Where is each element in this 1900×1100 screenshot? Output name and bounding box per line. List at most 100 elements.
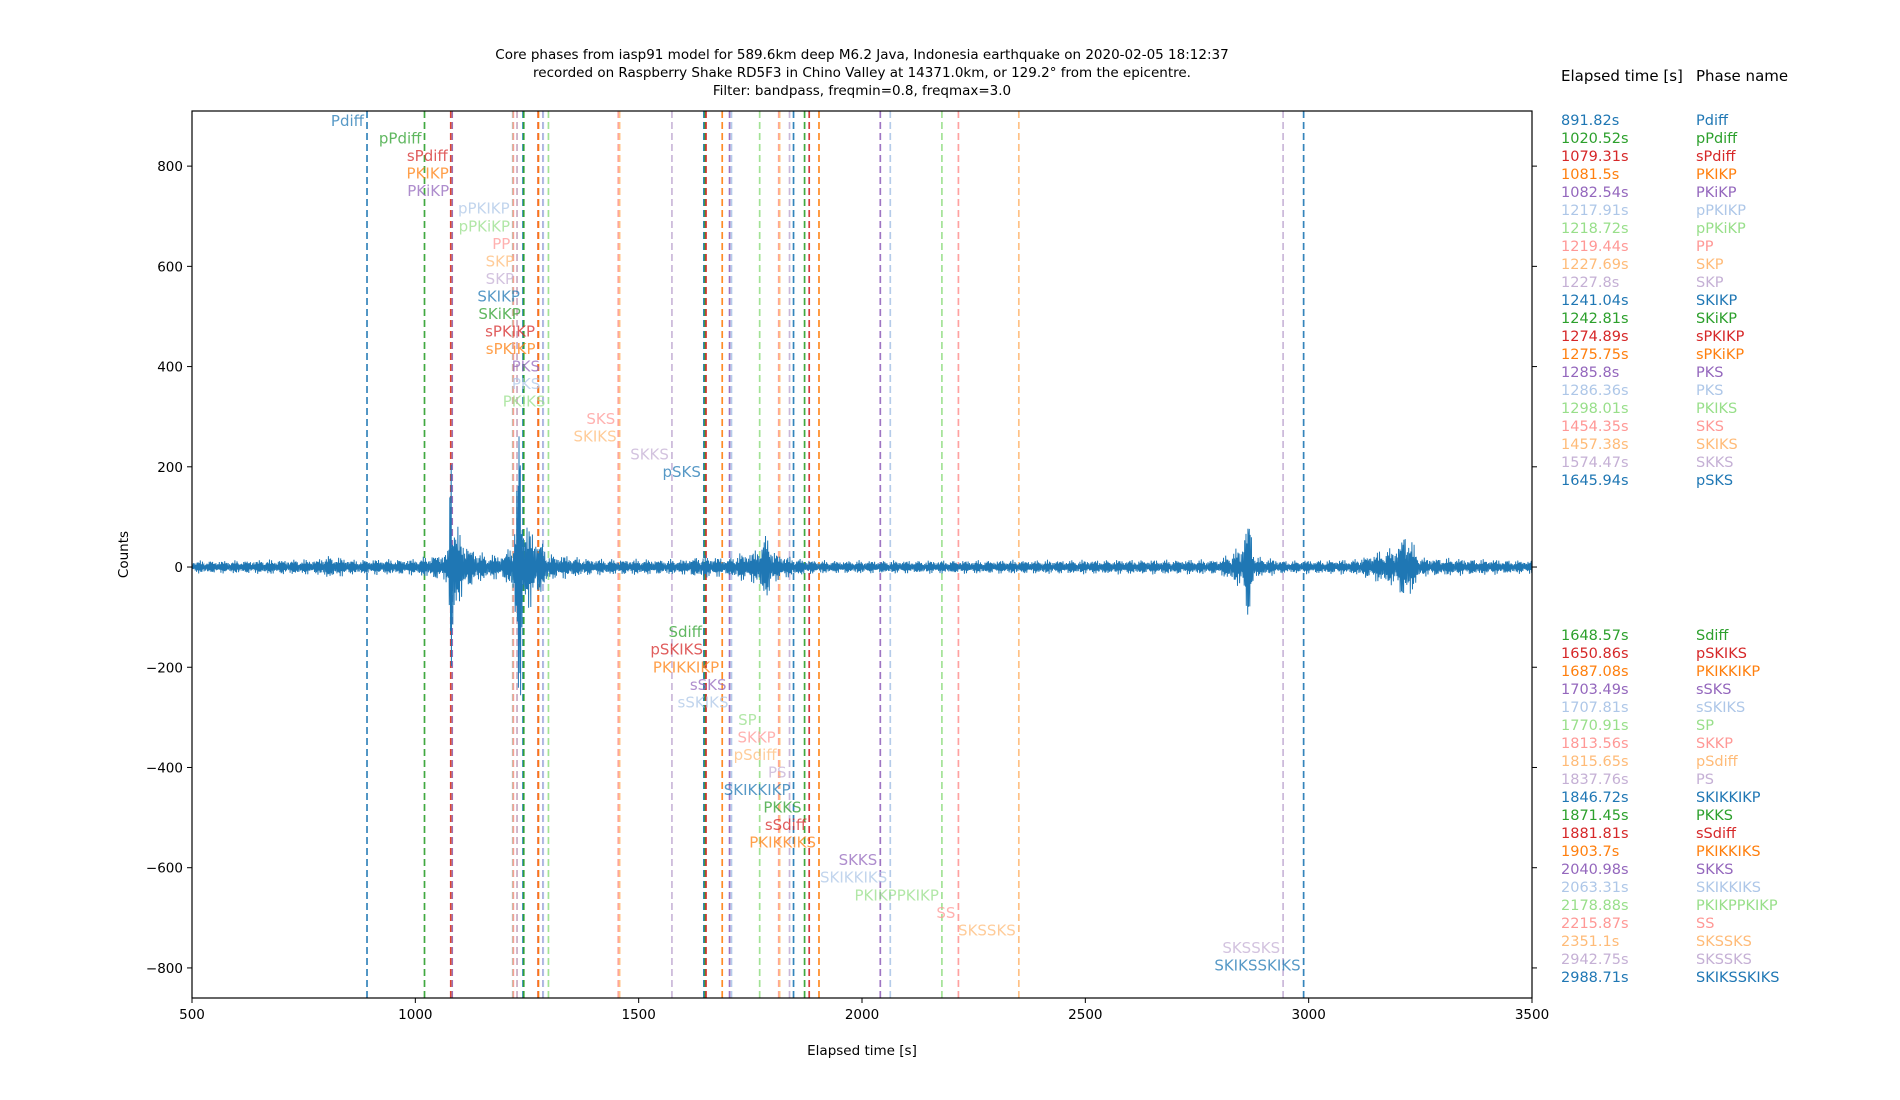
phase-label-ssdiff: sSdiff: [765, 816, 807, 834]
phase-label-sskiks: sSKIKS: [678, 693, 729, 711]
phase-label-skp: SKP: [486, 252, 514, 270]
x-axis-label: Elapsed time [s]: [807, 1043, 917, 1059]
legend-time: 1274.89s: [1561, 329, 1629, 345]
legend-time: 1457.38s: [1561, 437, 1629, 453]
phase-label-pp: PP: [492, 235, 510, 253]
legend-time: 1275.75s: [1561, 347, 1629, 363]
legend-phase-name: SKSSKS: [1696, 934, 1752, 950]
legend-time: 1227.8s: [1561, 275, 1620, 291]
phase-label-pkikppkikp: PKIKPPKIKP: [855, 886, 939, 904]
y-tick-label: −400: [146, 760, 183, 776]
legend-phase-name: PKiKP: [1696, 185, 1737, 201]
legend-phase-name: SP: [1696, 718, 1714, 734]
legend-phase-name: SKP: [1696, 257, 1724, 273]
legend-time: 1285.8s: [1561, 365, 1620, 381]
legend-time: 1454.35s: [1561, 419, 1629, 435]
legend-phase-name: pPKIKP: [1696, 203, 1746, 219]
phase-label-pks: PKS: [512, 358, 540, 376]
legend-time: 1227.69s: [1561, 257, 1629, 273]
legend-phase-name: SKS: [1696, 419, 1724, 435]
legend-phase-name: sSdiff: [1696, 826, 1736, 842]
legend-phase-name: SKIKKIKS: [1696, 880, 1761, 896]
x-tick-label: 3000: [1291, 1007, 1325, 1023]
x-axis: 500 1000 1500 2000 2500 3000 3500: [179, 998, 1549, 1023]
y-tick-label: −200: [146, 660, 183, 676]
x-tick-label: 1000: [398, 1007, 432, 1023]
legend-phase-name: SKiKP: [1696, 311, 1737, 327]
legend-phase-name: PS: [1696, 772, 1714, 788]
phase-label-spdiff: sPdiff: [407, 147, 449, 165]
phase-label-ppkikp: pPKIKP: [458, 200, 510, 218]
y-tick-label: −600: [146, 861, 183, 877]
legend-time: 1837.76s: [1561, 772, 1629, 788]
phase-label-pkikkiks: PKIKKIKS: [749, 834, 816, 852]
legend-time: 1650.86s: [1561, 646, 1629, 662]
phase-label-ppkikp: pPKiKP: [459, 217, 510, 235]
legend-phase-name: SKKS: [1696, 862, 1734, 878]
legend-phase-name: SKP: [1696, 275, 1724, 291]
legend-phase-name: Sdiff: [1696, 628, 1729, 644]
legend-time: 1813.56s: [1561, 736, 1629, 752]
seismic-trace: [191, 436, 1533, 696]
phase-label-skikkiks: SKIKKIKS: [820, 869, 887, 887]
legend-time: 1871.45s: [1561, 808, 1629, 824]
legend-time: 1903.7s: [1561, 844, 1620, 860]
y-axis-label: Counts: [116, 531, 132, 578]
phase-label-skikkikp: SKIKKIKP: [724, 781, 791, 799]
legend-time: 2215.87s: [1561, 916, 1629, 932]
legend-time: 1218.72s: [1561, 221, 1629, 237]
legend-phase-name: SKSSKS: [1696, 952, 1752, 968]
chart-title: Core phases from iasp91 model for 589.6k…: [192, 46, 1532, 100]
x-tick-label: 1500: [621, 1007, 655, 1023]
y-tick-label: 600: [157, 259, 183, 275]
legend-time: 1881.81s: [1561, 826, 1629, 842]
legend-phase-name: sSKS: [1696, 682, 1732, 698]
legend-phase-name: SKIKP: [1696, 293, 1738, 309]
legend-time: 1687.08s: [1561, 664, 1629, 680]
chart-title-line-2: recorded on Raspberry Shake RD5F3 in Chi…: [533, 65, 1191, 81]
legend-phase-name: PP: [1696, 239, 1714, 255]
phase-label-skks: SKKS: [630, 445, 669, 463]
phase-label-skks: SKKS: [839, 851, 878, 869]
phase-label-pkikp: PKiKP: [407, 182, 449, 200]
legend-phase-name: Pdiff: [1696, 113, 1728, 129]
phase-label-skikp: SKIKP: [477, 287, 520, 305]
x-tick-label: 500: [179, 1007, 205, 1023]
legend-phase-name: PKIKKIKS: [1696, 844, 1761, 860]
legend-time: 1219.44s: [1561, 239, 1629, 255]
phase-label-ss: SS: [936, 904, 955, 922]
legend-phase-name: SS: [1696, 916, 1715, 932]
x-tick-label: 2500: [1068, 1007, 1102, 1023]
legend-time: 1081.5s: [1561, 167, 1620, 183]
legend-phase-name: PKIKKIKP: [1696, 664, 1761, 680]
legend-time: 891.82s: [1561, 113, 1620, 129]
phase-labels: PdiffpPdiffsPdiffPKIKPPKiKPpPKIKPpPKiKPP…: [331, 112, 1301, 974]
phase-label-skiks: SKIKS: [573, 428, 616, 446]
phase-label-spkikp: sPKIKP: [485, 322, 535, 340]
legend-header-phase: Phase name: [1696, 67, 1789, 85]
phase-label-spkikp: sPKiKP: [486, 340, 536, 358]
x-tick-label: 3500: [1515, 1007, 1549, 1023]
y-tick-label: 0: [174, 560, 183, 576]
legend-phase-name: PKS: [1696, 383, 1724, 399]
phase-label-pskiks: pSKIKS: [650, 641, 703, 659]
y-tick-label: 200: [157, 460, 183, 476]
legend-phase-name: pPKiKP: [1696, 221, 1746, 237]
legend-header-time: Elapsed time [s]: [1561, 67, 1683, 85]
legend-time: 1574.47s: [1561, 455, 1629, 471]
legend-time: 2040.98s: [1561, 862, 1629, 878]
chart-title-line-3: Filter: bandpass, freqmin=0.8, freqmax=3…: [712, 83, 1012, 99]
legend-phase-name: SKIKSSKIKS: [1696, 970, 1780, 986]
phase-label-pkikkikp: PKIKKIKP: [653, 658, 719, 676]
phase-label-skiksskiks: SKIKSSKIKS: [1214, 956, 1300, 974]
legend-phase-name: pSKIKS: [1696, 646, 1747, 662]
legend-time: 1082.54s: [1561, 185, 1629, 201]
legend-time: 1298.01s: [1561, 401, 1629, 417]
legend-phase-name: PKS: [1696, 365, 1724, 381]
legend-phase-name: PKIKP: [1696, 167, 1737, 183]
phase-label-psdiff: pSdiff: [734, 746, 778, 764]
legend-time: 1815.65s: [1561, 754, 1629, 770]
y-axis: −800 −600 −400 −200 0 200 400 600 800: [146, 159, 1537, 977]
legend-phase-name: PKIKS: [1696, 401, 1738, 417]
legend-phase-name: sPKiKP: [1696, 347, 1745, 363]
